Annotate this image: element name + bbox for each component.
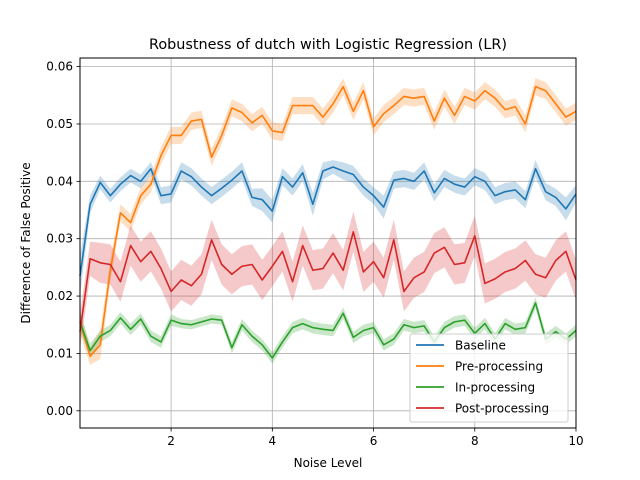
chart-title: Robustness of dutch with Logistic Regres… [149,37,507,53]
legend-label-baseline: Baseline [455,339,506,353]
legend-label-post-processing: Post-processing [455,402,549,416]
axes-frame [79,57,577,429]
plot-area [79,57,577,429]
x-axis-label: Noise Level [294,456,363,470]
post-processing-band [80,211,576,349]
x-tick-label: 8 [471,434,479,448]
y-tick-label: 0.00 [46,404,73,418]
y-axis-label: Difference of False Positive [19,162,33,323]
legend-label-in-processing: In-processing [455,381,535,395]
y-tick-label: 0.04 [46,174,73,188]
x-tick-label: 6 [370,434,378,448]
y-tick-label: 0.06 [46,60,73,74]
post-processing-line [79,231,577,332]
y-axis-ticks: 0.00 0.01 0.02 0.03 0.04 0.05 0.06 [46,60,80,418]
legend: Baseline Pre-processing In-processing Post-… [409,333,569,423]
legend-label-pre-processing: Pre-processing [455,360,543,374]
x-axis-ticks: 2 4 6 8 10 [167,428,584,448]
baseline-line [79,166,577,277]
x-tick-label: 10 [568,434,583,448]
x-tick-label: 4 [269,434,277,448]
y-tick-label: 0.02 [46,289,73,303]
pre-processing-line [79,85,577,358]
y-tick-label: 0.05 [46,117,73,131]
y-tick-label: 0.01 [46,346,73,360]
grid [80,58,577,428]
y-tick-label: 0.03 [46,232,73,246]
x-tick-label: 2 [167,434,175,448]
legend-frame [409,333,569,423]
baseline-band [80,160,576,297]
